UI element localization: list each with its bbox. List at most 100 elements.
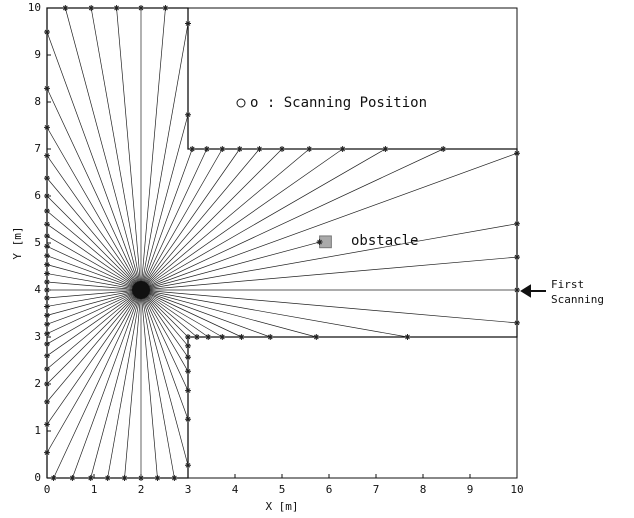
hit-point — [44, 421, 50, 428]
hit-point — [44, 243, 50, 250]
hit-point — [306, 146, 313, 152]
x-tick-label: 6 — [326, 483, 333, 496]
hit-point — [87, 475, 94, 481]
x-tick-label: 0 — [44, 483, 51, 496]
scan-ray — [46, 235, 142, 291]
scan-ray — [90, 7, 142, 291]
scan-ray — [46, 289, 142, 325]
scan-ray — [46, 289, 142, 335]
hit-point — [185, 20, 191, 27]
hit-point — [44, 381, 50, 387]
hit-point — [44, 352, 50, 359]
scan-ray — [140, 289, 158, 479]
scan-ray — [140, 289, 189, 358]
x-tick-label: 8 — [420, 483, 427, 496]
hit-point — [44, 330, 50, 337]
plot-frame — [46, 7, 518, 479]
x-axis-label: X [m] — [265, 500, 298, 513]
y-tick-label: 7 — [34, 142, 41, 155]
scan-ray — [46, 281, 142, 291]
scan-ray — [116, 7, 142, 291]
scan-ray — [46, 127, 142, 291]
hit-point — [256, 146, 263, 152]
hit-point — [193, 334, 200, 340]
hit-point — [44, 85, 50, 92]
hit-point — [171, 475, 178, 481]
hit-point — [514, 254, 520, 261]
scan-ray — [64, 7, 142, 291]
y-tick-label: 4 — [34, 283, 41, 296]
scan-ray — [140, 289, 198, 338]
wall — [46, 7, 518, 479]
hit-point — [514, 287, 520, 293]
y-tick-label: 5 — [34, 236, 41, 249]
scan-ray — [107, 289, 142, 479]
scan-ray — [46, 223, 142, 291]
scan-ray — [140, 289, 189, 372]
hit-point — [514, 220, 520, 227]
scan-ray — [46, 289, 142, 453]
y-axis-label: Y [m] — [11, 226, 24, 259]
hit-point — [203, 146, 210, 152]
scan-ray — [46, 273, 142, 291]
hit-point — [514, 150, 520, 157]
hit-point — [113, 5, 120, 11]
hit-point — [440, 146, 447, 152]
hit-point — [44, 287, 50, 293]
scan-ray — [140, 289, 317, 338]
y-tick-label: 6 — [34, 189, 41, 202]
hit-point — [219, 146, 226, 152]
hit-point — [44, 152, 50, 159]
hit-point — [50, 475, 57, 481]
hit-point — [44, 365, 50, 372]
hit-point — [44, 270, 50, 277]
scan-ray — [140, 23, 189, 291]
scan-ray — [90, 289, 142, 479]
hit-point — [514, 319, 520, 326]
hit-point — [44, 261, 50, 268]
scan-ray — [140, 289, 189, 420]
hit-point — [138, 475, 144, 481]
scan-ray — [140, 148, 343, 291]
scanning-position — [132, 281, 150, 299]
scan-ray — [140, 148, 223, 291]
scan-ray — [140, 152, 518, 291]
obstacle-label: obstacle — [351, 233, 418, 249]
scan-ray — [140, 7, 166, 291]
scan-ray — [140, 289, 518, 324]
y-tick-label: 9 — [34, 48, 41, 61]
hit-point — [44, 232, 50, 239]
scan-ray — [46, 245, 142, 291]
hit-point — [44, 321, 50, 328]
hit-point — [62, 5, 69, 11]
hit-point — [44, 449, 50, 456]
hit-point — [382, 146, 389, 152]
first-scanning-label: Scanning — [551, 293, 604, 306]
scan-ray — [140, 289, 189, 338]
hit-point — [185, 111, 191, 118]
scan-ray — [46, 195, 142, 291]
hit-point — [185, 334, 191, 340]
hit-point — [316, 239, 323, 246]
scan-ray — [46, 264, 142, 291]
hit-point — [44, 208, 50, 215]
hit-point — [238, 334, 245, 340]
hit-point — [267, 334, 274, 340]
hit-point — [44, 221, 50, 228]
scan-ray — [140, 256, 518, 291]
scan-ray — [46, 210, 142, 291]
x-tick-label: 4 — [232, 483, 239, 496]
scan-ray — [140, 148, 444, 291]
y-tick-label: 10 — [28, 1, 41, 14]
scan-ray — [46, 289, 142, 385]
scan-ray — [140, 289, 189, 347]
scan-ray — [72, 289, 142, 479]
hit-point — [154, 475, 161, 481]
hit-point — [185, 354, 191, 361]
hit-point — [339, 146, 346, 152]
hit-point — [279, 146, 285, 152]
scan-ray — [46, 289, 142, 370]
scan-ray — [46, 289, 142, 345]
scan-ray — [140, 148, 193, 291]
